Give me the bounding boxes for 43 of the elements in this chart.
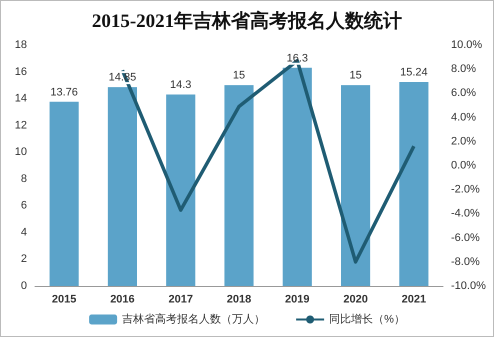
y-tick-label: 2 xyxy=(20,253,27,266)
legend-label: 同比增长（%） xyxy=(329,312,405,326)
y-tick-label: 10 xyxy=(14,146,27,158)
bar xyxy=(50,102,79,286)
data-label: 15 xyxy=(349,70,362,82)
data-label: 13.76 xyxy=(50,86,78,98)
y-tick-label: 0 xyxy=(20,280,27,292)
x-tick-label: 2020 xyxy=(343,294,368,306)
y2-tick-label: -10.0% xyxy=(451,280,486,292)
y2-tick-label: -6.0% xyxy=(451,232,480,244)
y2-tick-label: 8.0% xyxy=(451,63,476,76)
bar xyxy=(166,94,196,286)
y2-tick-label: 4.0% xyxy=(451,111,476,124)
y-tick-label: 8 xyxy=(20,172,27,185)
bar xyxy=(282,68,312,286)
data-label: 15.24 xyxy=(400,66,428,78)
y-tick-label: 14 xyxy=(14,92,27,105)
chart-title: 2015-2021年吉林省高考报名人数统计 xyxy=(92,10,402,32)
y-tick-label: 16 xyxy=(14,66,27,78)
x-tick-label: 2017 xyxy=(168,294,193,306)
y-tick-label: 12 xyxy=(14,119,27,132)
data-label: 15 xyxy=(232,70,246,82)
y2-tick-label: 2.0% xyxy=(451,135,476,148)
x-tick-label: 2016 xyxy=(110,294,135,306)
y-tick-label: 4 xyxy=(20,226,27,238)
x-tick-label: 2019 xyxy=(285,294,310,306)
bar xyxy=(341,85,370,286)
y-tick-label: 6 xyxy=(20,200,27,212)
y2-tick-label: 10.0% xyxy=(451,39,482,51)
bar xyxy=(224,85,254,286)
bar xyxy=(399,82,428,286)
x-tick-label: 2021 xyxy=(402,294,426,306)
legend-label: 吉林省高考报名人数（万人） xyxy=(122,312,266,326)
y2-tick-label: 0.0% xyxy=(451,160,476,172)
y2-tick-label: -2.0% xyxy=(451,184,480,196)
y-tick-label: 18 xyxy=(14,39,27,51)
y2-tick-label: 6.0% xyxy=(451,87,476,100)
y2-tick-label: -4.0% xyxy=(451,208,480,220)
y2-tick-label: -8.0% xyxy=(451,256,480,268)
data-label: 14.3 xyxy=(170,79,192,92)
bar xyxy=(108,87,137,286)
x-tick-label: 2015 xyxy=(52,294,76,306)
x-tick-label: 2018 xyxy=(226,294,252,306)
